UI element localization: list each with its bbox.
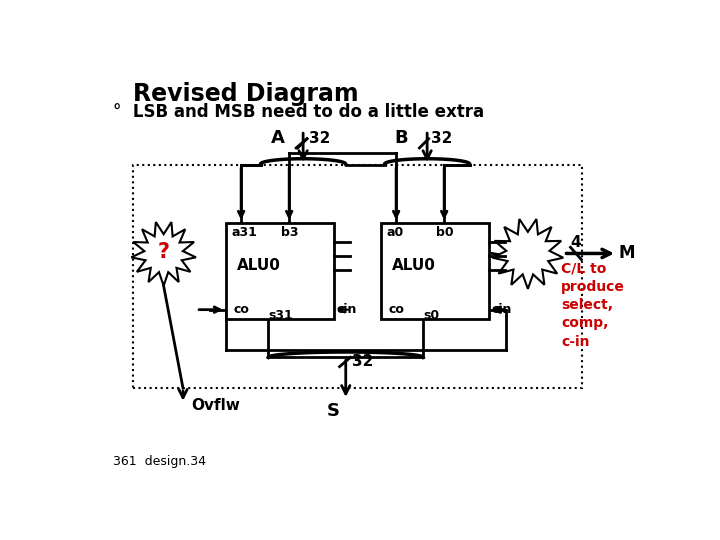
Text: Ovflw: Ovflw: [191, 398, 240, 413]
Text: °  LSB and MSB need to do a little extra: ° LSB and MSB need to do a little extra: [113, 103, 485, 122]
Text: b3: b3: [282, 226, 299, 240]
Polygon shape: [131, 222, 196, 286]
Text: C/L to
produce
select,
comp,
c-in: C/L to produce select, comp, c-in: [561, 261, 625, 349]
Text: ALU0: ALU0: [392, 258, 436, 273]
Bar: [381, 222, 489, 319]
Text: 32: 32: [310, 131, 330, 146]
Text: 4: 4: [570, 235, 580, 250]
Text: a0: a0: [387, 226, 404, 240]
Text: B: B: [395, 129, 408, 147]
Text: 32: 32: [431, 131, 452, 146]
Bar: [132, 165, 582, 388]
Text: co: co: [233, 303, 249, 316]
Text: a31: a31: [232, 226, 258, 240]
Text: S: S: [327, 402, 340, 420]
Text: b0: b0: [436, 226, 454, 240]
Text: ALU0: ALU0: [238, 258, 281, 273]
Polygon shape: [492, 219, 563, 289]
Text: ?: ?: [158, 242, 170, 262]
Text: M: M: [618, 245, 635, 262]
Text: 32: 32: [352, 354, 374, 369]
Text: cin: cin: [336, 303, 357, 316]
Text: s0: s0: [423, 308, 439, 321]
Text: Revised Diagram: Revised Diagram: [132, 82, 359, 106]
Bar: [225, 222, 334, 319]
Text: s31: s31: [269, 308, 293, 321]
Text: 361  design.34: 361 design.34: [113, 455, 206, 468]
Text: A: A: [271, 129, 284, 147]
Text: co: co: [388, 303, 404, 316]
Text: cin: cin: [492, 303, 512, 316]
